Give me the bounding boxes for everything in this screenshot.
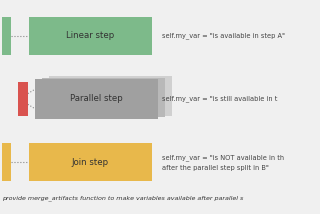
Text: after the parallel step split in B": after the parallel step split in B" <box>162 165 268 171</box>
Bar <box>2 17 11 55</box>
Bar <box>29 17 152 55</box>
Bar <box>35 79 158 119</box>
Text: self.my_var = "is NOT available in th: self.my_var = "is NOT available in th <box>162 154 284 161</box>
Bar <box>49 76 172 116</box>
Text: self.my_var = "is available in step A": self.my_var = "is available in step A" <box>162 32 284 39</box>
Text: provide merge_artifacts function to make variables available after parallel s: provide merge_artifacts function to make… <box>2 195 243 201</box>
Bar <box>42 78 165 117</box>
Bar <box>18 82 28 116</box>
Text: Join step: Join step <box>72 158 109 167</box>
Text: self.my_var = "is still available in t: self.my_var = "is still available in t <box>162 95 277 102</box>
Text: Linear step: Linear step <box>66 31 115 40</box>
Text: Parallel step: Parallel step <box>70 94 123 104</box>
Bar <box>29 143 152 181</box>
Bar <box>2 143 11 181</box>
